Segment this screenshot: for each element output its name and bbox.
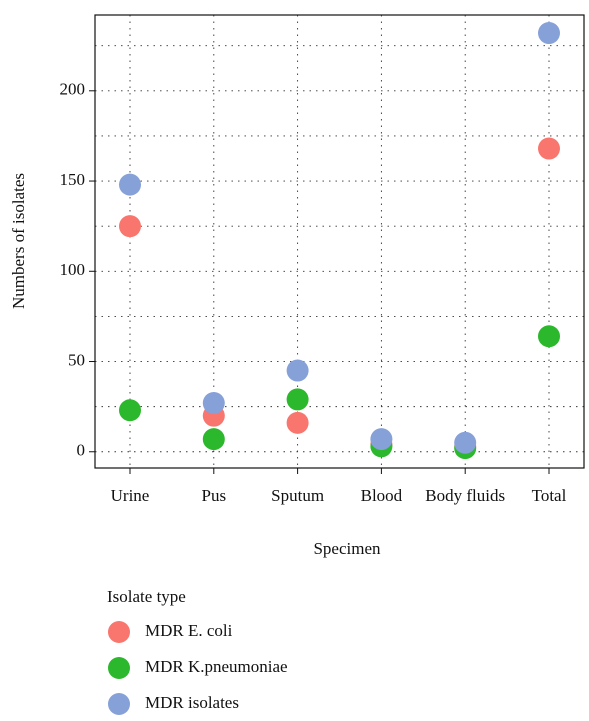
legend-label: MDR K.pneumoniae <box>145 657 288 676</box>
legend-swatch <box>108 657 130 679</box>
data-point <box>119 215 141 238</box>
y-tick-label: 150 <box>60 170 86 189</box>
data-point <box>286 411 309 434</box>
y-axis-label: Numbers of isolates <box>9 173 28 309</box>
legend-label: MDR isolates <box>145 693 239 712</box>
y-tick-label: 50 <box>68 350 85 369</box>
legend-swatch <box>108 693 130 715</box>
legend-title: Isolate type <box>107 587 186 606</box>
data-point <box>119 173 141 196</box>
data-point <box>286 388 309 411</box>
data-point <box>538 325 560 348</box>
legend-label: MDR E. coli <box>145 621 233 640</box>
y-tick-label: 200 <box>60 80 86 99</box>
x-tick-label: Blood <box>361 486 403 505</box>
x-tick-label: Body fluids <box>425 486 505 505</box>
data-point <box>286 359 309 382</box>
legend-swatch <box>108 621 130 643</box>
data-point <box>202 392 225 415</box>
x-tick-label: Urine <box>111 486 150 505</box>
data-point <box>119 399 141 422</box>
data-point <box>538 22 560 45</box>
data-point <box>202 428 225 451</box>
y-tick-label: 100 <box>60 260 86 279</box>
data-point <box>370 428 393 451</box>
x-tick-label: Pus <box>202 486 227 505</box>
x-axis-label: Specimen <box>313 539 381 558</box>
plot-border <box>94 14 585 469</box>
data-point <box>454 431 477 454</box>
data-point <box>538 137 560 160</box>
y-tick-label: 0 <box>77 441 86 460</box>
x-tick-label: Sputum <box>271 486 324 505</box>
x-tick-label: Total <box>532 486 567 505</box>
